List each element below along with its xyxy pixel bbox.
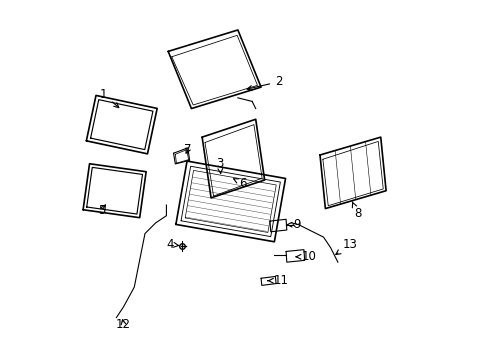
Text: 7: 7 — [184, 143, 192, 156]
Text: 11: 11 — [268, 274, 288, 287]
Text: 4: 4 — [166, 238, 179, 251]
Text: 2: 2 — [247, 75, 283, 90]
Text: 9: 9 — [287, 218, 300, 231]
Text: 3: 3 — [216, 157, 223, 174]
Text: 12: 12 — [116, 318, 131, 331]
Text: 8: 8 — [352, 202, 361, 220]
Text: 13: 13 — [336, 238, 358, 255]
Text: 6: 6 — [234, 177, 247, 190]
Text: 10: 10 — [296, 250, 317, 263]
Text: 1: 1 — [100, 88, 119, 108]
Text: 5: 5 — [98, 204, 106, 217]
